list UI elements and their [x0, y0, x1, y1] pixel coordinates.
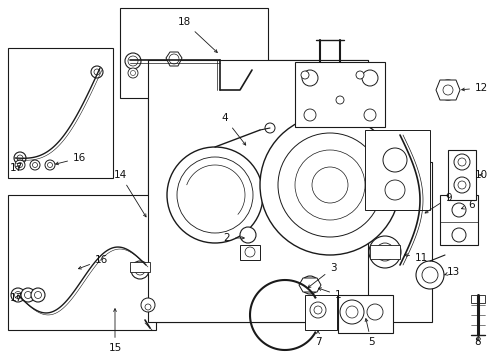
Text: 7: 7 [314, 331, 321, 347]
Circle shape [31, 288, 45, 302]
Circle shape [451, 228, 465, 242]
Circle shape [302, 70, 317, 86]
Text: 6: 6 [461, 200, 474, 210]
Circle shape [355, 71, 363, 79]
Circle shape [145, 304, 151, 310]
Text: 12: 12 [461, 83, 487, 93]
Circle shape [457, 181, 465, 189]
Text: 1: 1 [318, 288, 341, 300]
Circle shape [301, 71, 308, 79]
Circle shape [21, 288, 35, 302]
Text: 17: 17 [10, 293, 23, 303]
Circle shape [382, 148, 406, 172]
Bar [447, 150, 475, 200]
Bar [439, 195, 477, 245]
Circle shape [15, 292, 21, 298]
Bar [148, 60, 367, 322]
Polygon shape [435, 80, 459, 100]
Circle shape [301, 276, 318, 294]
Text: 13: 13 [443, 267, 459, 277]
Circle shape [260, 115, 399, 255]
Circle shape [415, 261, 443, 289]
Circle shape [47, 162, 52, 167]
Circle shape [361, 70, 377, 86]
Bar [8, 48, 113, 178]
Text: 15: 15 [108, 309, 122, 353]
Circle shape [442, 85, 452, 95]
Circle shape [368, 236, 400, 268]
Circle shape [15, 160, 25, 170]
Circle shape [11, 288, 25, 302]
Circle shape [131, 261, 149, 279]
Polygon shape [148, 60, 431, 322]
Circle shape [128, 56, 138, 66]
Text: 18: 18 [178, 17, 217, 53]
Text: 17: 17 [10, 163, 23, 173]
Bar [364, 130, 429, 210]
Circle shape [45, 160, 55, 170]
Circle shape [335, 96, 343, 104]
Text: 9: 9 [424, 193, 451, 213]
Circle shape [304, 109, 315, 121]
Text: 8: 8 [474, 337, 480, 347]
Circle shape [177, 157, 252, 233]
Text: 11: 11 [404, 253, 427, 263]
Circle shape [375, 243, 393, 261]
Text: 5: 5 [365, 319, 374, 347]
Circle shape [135, 265, 145, 275]
Circle shape [363, 109, 375, 121]
Circle shape [240, 227, 256, 243]
Text: 16: 16 [56, 153, 86, 165]
Bar [337, 295, 392, 333]
Circle shape [30, 160, 40, 170]
Circle shape [91, 66, 103, 78]
Circle shape [18, 162, 22, 167]
Circle shape [339, 300, 363, 324]
Circle shape [32, 162, 38, 167]
Circle shape [346, 306, 357, 318]
Bar [305, 295, 336, 330]
Circle shape [14, 152, 26, 164]
Bar [130, 262, 150, 272]
Circle shape [141, 298, 155, 312]
Text: 4: 4 [221, 113, 245, 145]
Circle shape [128, 68, 138, 78]
Circle shape [457, 158, 465, 166]
Circle shape [294, 150, 364, 220]
Circle shape [130, 71, 135, 76]
Bar [240, 245, 260, 260]
Circle shape [311, 167, 347, 203]
Circle shape [35, 292, 41, 298]
Circle shape [313, 306, 321, 314]
Polygon shape [298, 278, 320, 292]
Circle shape [309, 302, 325, 318]
Circle shape [366, 304, 382, 320]
Circle shape [125, 53, 141, 69]
Bar [8, 195, 156, 330]
Circle shape [453, 154, 469, 170]
Circle shape [437, 80, 457, 100]
Circle shape [24, 292, 31, 298]
Text: 2: 2 [223, 233, 244, 243]
Bar [369, 245, 399, 259]
Bar [120, 8, 267, 98]
Circle shape [94, 69, 100, 75]
Circle shape [278, 133, 381, 237]
Circle shape [169, 54, 179, 64]
Circle shape [384, 180, 404, 200]
Polygon shape [470, 295, 484, 303]
Circle shape [244, 247, 254, 257]
Text: 10: 10 [474, 170, 487, 180]
Text: 14: 14 [114, 170, 146, 217]
Circle shape [421, 267, 437, 283]
Circle shape [167, 147, 263, 243]
Text: 16: 16 [78, 255, 108, 269]
Bar [294, 62, 384, 127]
Text: 3: 3 [307, 263, 336, 288]
Circle shape [17, 155, 23, 161]
Polygon shape [165, 52, 182, 66]
Circle shape [264, 123, 274, 133]
Circle shape [451, 203, 465, 217]
Circle shape [453, 177, 469, 193]
